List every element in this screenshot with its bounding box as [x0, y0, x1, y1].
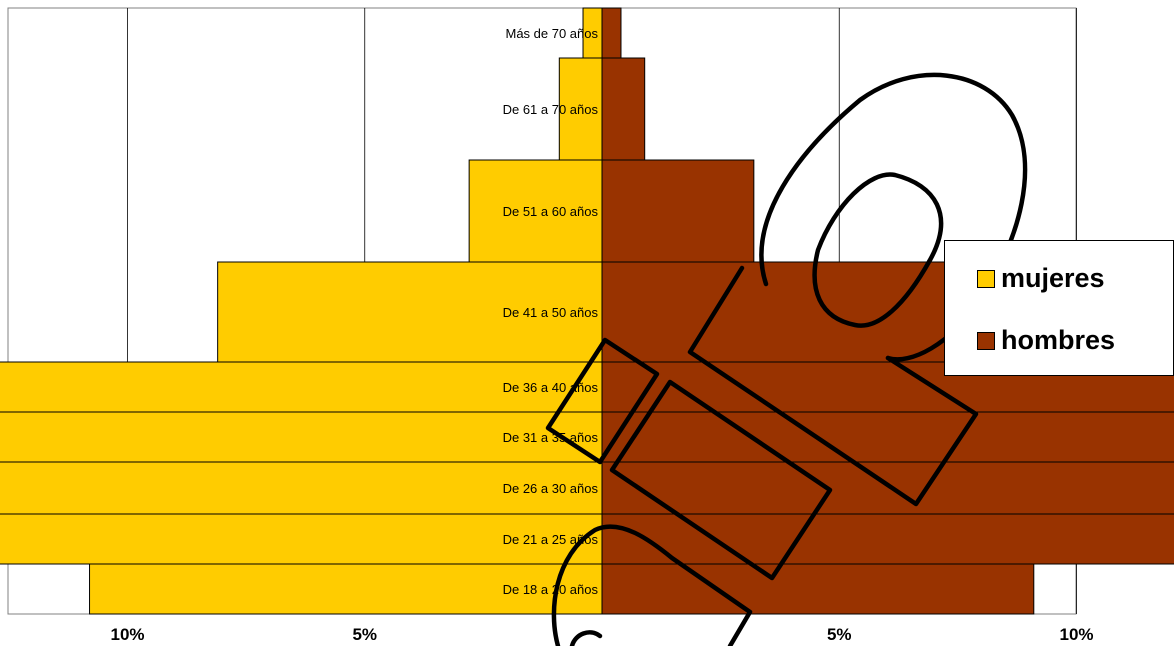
bar-hombres-3	[601, 411, 1174, 463]
category-label-7: De 61 a 70 años	[503, 102, 599, 117]
scribble-stroke-3	[545, 337, 660, 465]
bar-mujeres-0	[89, 563, 603, 615]
legend-swatch-hombres	[977, 331, 995, 350]
scribble-stroke-4	[609, 379, 833, 581]
legend-label-mujeres: mujeres	[1001, 263, 1105, 293]
bar-hombres-7	[601, 57, 646, 161]
category-label-0: De 18 a 20 años	[503, 582, 599, 597]
bar-mujeres-4	[0, 361, 603, 413]
bar-hombres-2	[601, 461, 1174, 515]
x-tick-label-5: 10%	[1059, 625, 1093, 644]
category-label-5: De 41 a 50 años	[503, 305, 599, 320]
category-label-1: De 21 a 25 años	[503, 532, 599, 547]
bar-mujeres-7	[558, 57, 603, 161]
scribble-stroke-5	[551, 524, 753, 646]
bar-hombres-1	[601, 513, 1174, 565]
legend-item-hombres: hombres	[977, 325, 1115, 356]
x-tick-label-3: 5%	[352, 625, 377, 644]
bar-mujeres-2	[0, 461, 603, 515]
bar-mujeres-6	[468, 159, 603, 263]
bar-hombres-8	[601, 7, 622, 59]
scribble-stroke-6	[569, 630, 603, 646]
category-label-2: De 26 a 30 años	[503, 481, 599, 496]
bar-hombres-6	[601, 159, 755, 263]
bar-mujeres-3	[0, 411, 603, 463]
category-label-6: De 51 a 60 años	[503, 204, 599, 219]
legend-label-hombres: hombres	[1001, 325, 1116, 355]
scribble-stroke-1	[812, 172, 944, 328]
category-label-8: Más de 70 años	[505, 26, 598, 41]
scribble-stroke-2	[687, 265, 979, 507]
chart-legend: mujeres hombres	[944, 240, 1174, 376]
legend-item-mujeres: mujeres	[977, 263, 1105, 294]
category-label-4: De 36 a 40 años	[503, 380, 599, 395]
bar-mujeres-5	[217, 261, 603, 363]
category-label-3: De 31 a 35 años	[503, 430, 599, 445]
x-tick-label-4: 5%	[827, 625, 852, 644]
legend-swatch-mujeres	[977, 269, 995, 288]
bar-hombres-0	[601, 563, 1035, 615]
x-tick-label-2: 10%	[110, 625, 144, 644]
